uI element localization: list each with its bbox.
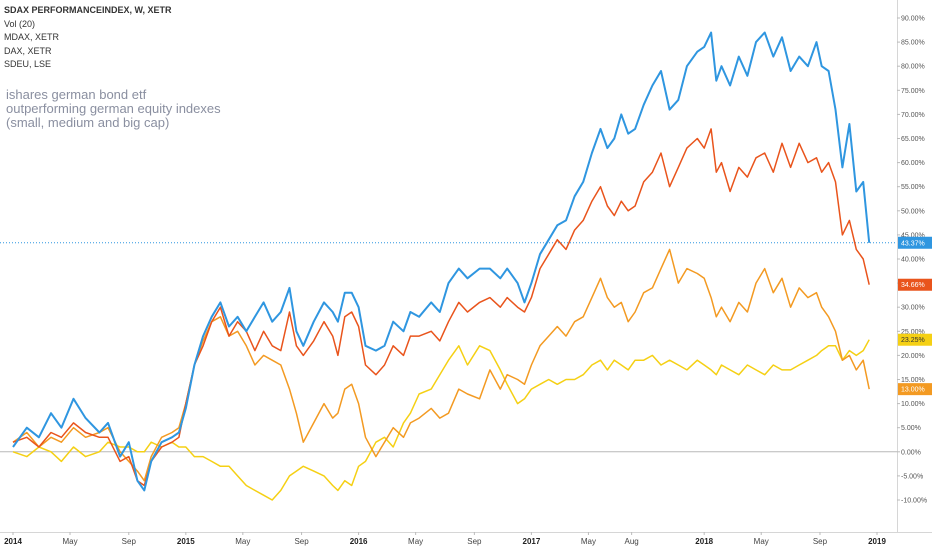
legend-main-symbol[interactable]: SDAX PERFORMANCEINDEX, W, XETR bbox=[4, 5, 172, 15]
price-label-bg-sdeu bbox=[898, 333, 932, 346]
legend-compare-mdax[interactable]: MDAX, XETR bbox=[4, 32, 60, 42]
x-tick-label: May bbox=[62, 537, 77, 546]
y-tick-label: 90.00% bbox=[901, 16, 925, 23]
x-tick-label: 2019 bbox=[868, 537, 886, 546]
price-label-bg-mdax bbox=[898, 278, 932, 291]
y-tick-label: 85.00% bbox=[901, 40, 925, 47]
annotation-line-3: (small, medium and big cap) bbox=[6, 115, 170, 130]
x-tick-label: 2018 bbox=[695, 537, 713, 546]
price-label-bg-dax bbox=[898, 383, 932, 396]
y-tick-label: 5.00% bbox=[901, 425, 921, 432]
price-label-sdax: 43.37% bbox=[901, 240, 925, 247]
x-tick-label: 2016 bbox=[350, 537, 368, 546]
y-tick-label: 75.00% bbox=[901, 88, 925, 95]
x-tick-label: Sep bbox=[294, 537, 309, 546]
series-line-dax[interactable] bbox=[12, 248, 870, 482]
price-label-sdeu: 23.25% bbox=[901, 337, 925, 344]
y-tick-label: 40.00% bbox=[901, 257, 925, 264]
series-line-sdeu[interactable] bbox=[12, 339, 870, 501]
legend-volume[interactable]: Vol (20) bbox=[4, 18, 36, 29]
x-tick-label: Aug bbox=[625, 537, 639, 546]
text-annotation[interactable]: ishares german bond etf outperforming ge… bbox=[6, 88, 221, 130]
grid-layer bbox=[0, 242, 897, 453]
annotation-line-1: ishares german bond etf bbox=[6, 87, 147, 102]
y-tick-label: 80.00% bbox=[901, 64, 925, 71]
legend-compare-dax[interactable]: DAX, XETR bbox=[4, 45, 52, 56]
y-tick-label: 30.00% bbox=[901, 305, 925, 312]
annotation-line-2: outperforming german equity indexes bbox=[6, 101, 221, 116]
y-tick-label: 10.00% bbox=[901, 401, 925, 408]
y-tick-label: 60.00% bbox=[901, 160, 925, 167]
x-tick-label: Sep bbox=[813, 537, 828, 546]
y-tick-label: 15.00% bbox=[901, 377, 925, 384]
y-tick-label: 20.00% bbox=[901, 353, 925, 360]
y-tick-label: 55.00% bbox=[901, 184, 925, 191]
legend-compare-sdeu[interactable]: SDEU, LSE bbox=[4, 59, 52, 69]
x-tick-label: 2014 bbox=[4, 537, 22, 546]
x-tick-label: May bbox=[754, 537, 769, 546]
x-tick-label: May bbox=[235, 537, 250, 546]
y-tick-label: -5.00% bbox=[901, 473, 923, 480]
y-tick-label: -10.00% bbox=[901, 498, 927, 505]
x-tick-label: May bbox=[408, 537, 423, 546]
price-scale[interactable]: 90.00% 85.00% 80.00% 75.00% 70.00% 65.00% 60.0… bbox=[897, 0, 932, 550]
y-tick-label: 50.00% bbox=[901, 208, 925, 215]
price-label-mdax: 34.66% bbox=[901, 282, 925, 289]
series-layer bbox=[12, 31, 871, 501]
y-tick-label: 45.00% bbox=[901, 232, 925, 239]
series-line-sdax[interactable] bbox=[12, 31, 871, 492]
x-tick-label: 2015 bbox=[177, 537, 195, 546]
last-price-labels: 43.37% 34.66% 13.00% 23.25% bbox=[898, 236, 932, 396]
x-tick-label: Sep bbox=[122, 537, 137, 546]
y-tick-label: 0.00% bbox=[901, 449, 921, 456]
y-tick-label: 25.00% bbox=[901, 329, 925, 336]
price-label-bg-sdax bbox=[898, 236, 932, 249]
price-label-dax: 13.00% bbox=[901, 387, 925, 394]
x-tick-label: May bbox=[581, 537, 596, 546]
time-scale[interactable]: 2014 May Sep 2015 May Sep 2016 May Sep 2017 May Aug… bbox=[0, 532, 932, 546]
x-tick-label: Sep bbox=[467, 537, 482, 546]
y-tick-label: 65.00% bbox=[901, 136, 925, 143]
x-tick-label: 2017 bbox=[523, 537, 541, 546]
price-scale-bg bbox=[897, 0, 932, 550]
chart-legend: SDAX PERFORMANCEINDEX, W, XETR Vol (20) … bbox=[4, 4, 172, 72]
y-tick-label: 70.00% bbox=[901, 112, 925, 119]
